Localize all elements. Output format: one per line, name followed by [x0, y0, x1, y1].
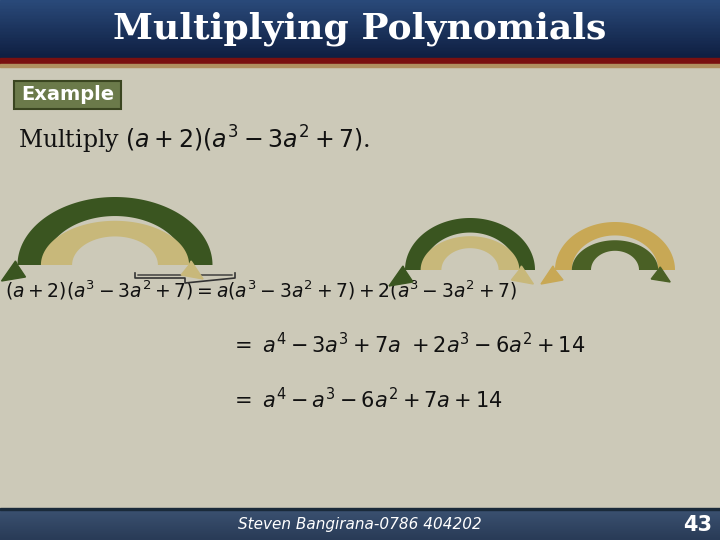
Bar	[0, 7, 720, 9]
Bar	[0, 25, 720, 26]
Bar	[0, 15, 720, 16]
Bar	[0, 510, 720, 512]
Bar	[0, 64, 720, 67]
Bar	[0, 17, 720, 19]
Bar	[0, 516, 720, 518]
Bar	[0, 4, 720, 6]
Bar	[0, 32, 720, 34]
Bar	[0, 30, 720, 32]
Bar	[0, 13, 720, 15]
Bar	[0, 22, 720, 24]
Text: $(a + 2)(a^3 - 3a^2 + 7) = a(a^3 - 3a^2 + 7) + 2(a^3 - 3a^2 + 7)$: $(a + 2)(a^3 - 3a^2 + 7) = a(a^3 - 3a^2 …	[5, 278, 517, 302]
Polygon shape	[572, 240, 658, 270]
FancyBboxPatch shape	[14, 81, 121, 109]
Text: Multiplying Polynomials: Multiplying Polynomials	[113, 12, 607, 46]
Bar	[0, 49, 720, 51]
Text: Steven Bangirana-0786 404202: Steven Bangirana-0786 404202	[238, 517, 482, 532]
Bar	[0, 21, 720, 22]
Bar	[0, 40, 720, 43]
Bar	[0, 67, 720, 540]
Bar	[0, 514, 720, 516]
Bar	[0, 33, 720, 35]
Bar	[0, 538, 720, 540]
Bar	[0, 520, 720, 523]
Bar	[0, 534, 720, 537]
Bar	[0, 19, 720, 21]
Polygon shape	[181, 261, 203, 279]
Bar	[0, 9, 720, 11]
Polygon shape	[511, 266, 534, 284]
Bar	[0, 23, 720, 25]
Polygon shape	[420, 236, 519, 270]
Bar	[0, 53, 720, 56]
Bar	[0, 28, 720, 30]
Polygon shape	[389, 266, 413, 286]
Text: $= \ a^4 - 3a^3 + 7a \ + 2a^3 - 6a^2 + 14$: $= \ a^4 - 3a^3 + 7a \ + 2a^3 - 6a^2 + 1…	[230, 333, 585, 357]
Bar	[0, 508, 720, 510]
Polygon shape	[541, 266, 563, 284]
Text: 43: 43	[683, 515, 713, 535]
Bar	[0, 52, 720, 54]
Text: $= \ a^4 - a^3 - 6a^2 + 7a + 14$: $= \ a^4 - a^3 - 6a^2 + 7a + 14$	[230, 387, 503, 413]
Polygon shape	[41, 221, 189, 265]
Bar	[0, 55, 720, 57]
Bar	[0, 532, 720, 535]
Bar	[0, 26, 720, 28]
Polygon shape	[405, 218, 535, 270]
Bar	[0, 530, 720, 532]
Polygon shape	[555, 222, 675, 270]
Bar	[0, 526, 720, 529]
Bar	[0, 39, 720, 41]
Polygon shape	[1, 261, 25, 281]
Bar	[0, 35, 720, 37]
Bar	[0, 57, 720, 58]
Polygon shape	[651, 267, 670, 282]
Bar	[0, 512, 720, 515]
Bar	[0, 51, 720, 53]
Bar	[0, 524, 720, 526]
Bar	[0, 3, 720, 5]
Bar	[0, 518, 720, 521]
Text: Example: Example	[21, 85, 114, 105]
Bar	[0, 46, 720, 49]
Bar	[0, 36, 720, 38]
Bar	[0, 528, 720, 530]
Bar	[0, 522, 720, 524]
Bar	[0, 38, 720, 39]
Bar	[0, 45, 720, 47]
Bar	[0, 0, 720, 2]
Bar	[0, 16, 720, 18]
Bar	[0, 6, 720, 8]
Bar	[0, 11, 720, 14]
Bar	[0, 48, 720, 50]
Bar	[0, 536, 720, 538]
Bar	[0, 29, 720, 31]
Bar	[0, 44, 720, 45]
Bar	[0, 2, 720, 3]
Text: Multiply $(a + 2)(a^3 - 3a^2 + 7)$.: Multiply $(a + 2)(a^3 - 3a^2 + 7)$.	[18, 124, 370, 156]
Bar	[0, 10, 720, 12]
Bar	[0, 42, 720, 44]
Bar	[0, 58, 720, 64]
Polygon shape	[17, 197, 212, 265]
